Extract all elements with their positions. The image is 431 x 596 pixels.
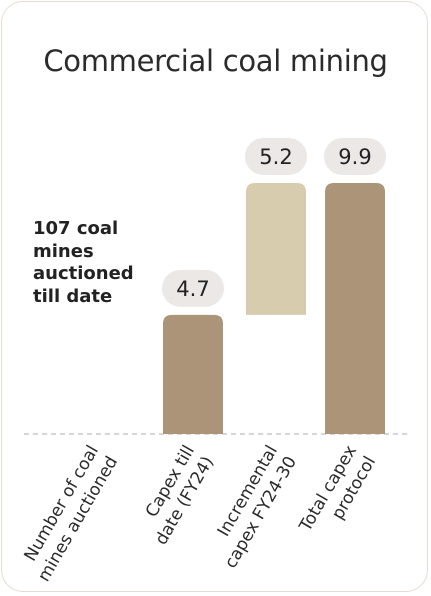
bar-1: [163, 314, 223, 434]
chart-title: Commercial coal mining: [43, 44, 388, 78]
value-label-bg-2: [245, 138, 307, 175]
value-label-bg-1: [162, 269, 224, 307]
mines-auctioned-note: 107 coal mines auctioned till date: [33, 218, 134, 307]
value-label-3: 9.9: [338, 145, 371, 169]
value-label-bg-3: [324, 138, 386, 175]
value-label-1: 4.7: [176, 277, 209, 301]
bar-3: [325, 183, 385, 434]
bar-2: [246, 183, 306, 315]
value-label-2: 5.2: [259, 145, 292, 169]
